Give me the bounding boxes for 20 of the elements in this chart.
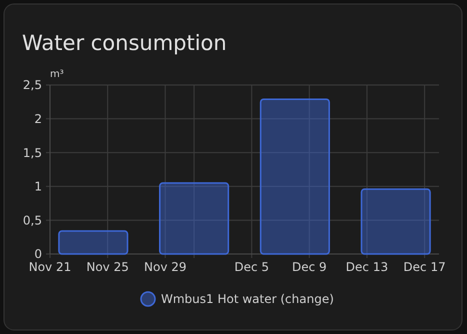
x-tick-label: Nov 25 xyxy=(86,260,129,274)
x-tick-label: Dec 13 xyxy=(346,260,388,274)
x-tick-label: Dec 9 xyxy=(292,260,327,274)
y-tick-label: 0 xyxy=(34,247,42,262)
y-axis-title: m³ xyxy=(50,69,64,80)
x-tick-label: Dec 5 xyxy=(234,260,270,274)
y-tick-label: 1 xyxy=(34,180,42,194)
bar xyxy=(360,188,431,255)
x-tick-label: Dec 17 xyxy=(403,260,446,274)
bar xyxy=(260,98,330,255)
bar xyxy=(159,182,230,255)
x-tick-label: Nov 29 xyxy=(144,260,187,274)
y-tick-label: 2 xyxy=(34,112,42,126)
bar xyxy=(58,230,128,255)
y-tick-label: 1,5 xyxy=(22,146,42,160)
y-tick-label: 0,5 xyxy=(22,213,42,228)
chart-title: Water consumption xyxy=(22,31,227,55)
y-tick-label: 2,5 xyxy=(22,78,42,92)
legend-label: Wmbus1 Hot water (change) xyxy=(161,292,334,306)
x-tick-label: Nov 21 xyxy=(28,260,72,274)
